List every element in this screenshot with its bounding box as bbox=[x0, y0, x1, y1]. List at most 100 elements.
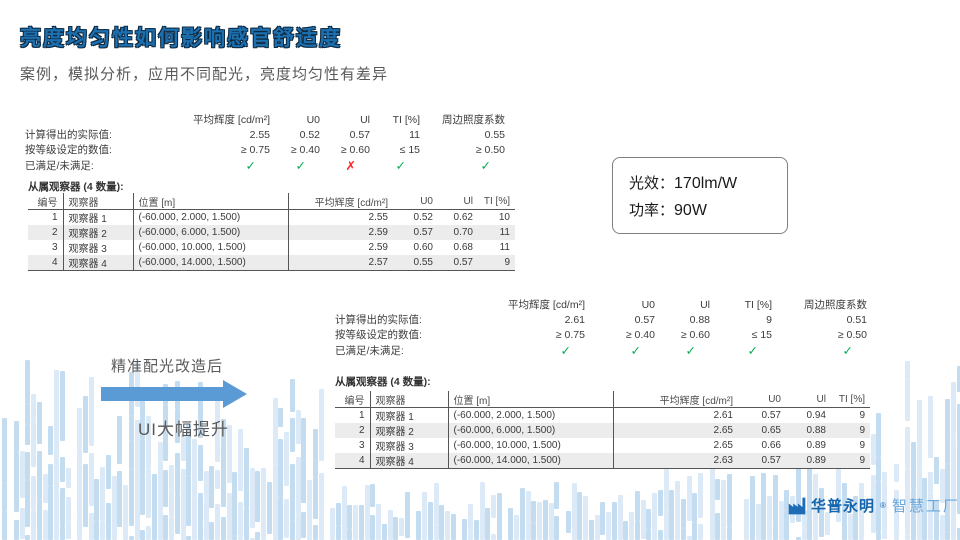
table-cell: 0.62 bbox=[453, 212, 473, 223]
summary-table-before: 平均辉度 [cd/m²] U0 Ul TI [%] 周边照度系数 计算得出的实际值: 2.5… bbox=[25, 112, 505, 173]
transition-note-top: 精准配光改造后 bbox=[111, 358, 224, 375]
table-cell: 2.55 bbox=[249, 128, 270, 141]
table-cell: 2 bbox=[28, 225, 64, 240]
table-cell: 观察器 2 bbox=[370, 423, 449, 438]
table-cell: ✓ bbox=[295, 158, 306, 173]
table-cell: 位置 [m] bbox=[133, 193, 289, 210]
table-cell: ✓ bbox=[842, 343, 853, 358]
table-cell: 9 bbox=[504, 257, 510, 268]
table-cell: 观察器 bbox=[370, 391, 449, 408]
table-cell: 0.66 bbox=[761, 440, 781, 451]
table-cell: 9 bbox=[859, 410, 865, 421]
table-cell bbox=[335, 297, 483, 312]
table-cell: 观察器 1 bbox=[370, 407, 449, 423]
table-cell: ≤ 15 bbox=[751, 328, 772, 341]
table-cell: 2.57 bbox=[368, 257, 388, 268]
table-cell: 0.55 bbox=[484, 128, 505, 141]
table-cell: ≥ 0.60 bbox=[340, 143, 370, 156]
table-cell: 0.52 bbox=[299, 128, 320, 141]
table-row: 3 观察器 3 (-60.000, 10.000, 1.500) 2.65 0.66 0.… bbox=[335, 438, 870, 453]
table-cell: 按等级设定的数值: bbox=[25, 144, 112, 156]
table-row: 4 观察器 4 (-60.000, 14.000, 1.500) 2.57 0.55 0.… bbox=[28, 255, 515, 271]
table-row: 1 观察器 1 (-60.000, 2.000, 1.500) 2.55 0.52 0.6… bbox=[28, 209, 515, 225]
table-cell: 2.61 bbox=[713, 410, 733, 421]
table-cell: 2.59 bbox=[368, 227, 388, 238]
table-cell: 观察器 3 bbox=[370, 438, 449, 453]
table-cell: (-60.000, 10.000, 1.500) bbox=[448, 438, 614, 453]
table-cell: 2.63 bbox=[713, 455, 733, 466]
table-cell: 10 bbox=[498, 212, 510, 223]
table-cell: U0 bbox=[641, 298, 655, 311]
table-cell: 0.94 bbox=[806, 410, 826, 421]
table-row: 2 观察器 2 (-60.000, 6.000, 1.500) 2.65 0.65 0.8… bbox=[335, 423, 870, 438]
table-cell: 0.57 bbox=[453, 257, 473, 268]
table-cell: ✓ bbox=[395, 158, 406, 173]
table-cell: U0 bbox=[393, 193, 438, 210]
table-cell: 平均辉度 [cd/m²] bbox=[288, 193, 393, 210]
table-cell: U0 bbox=[306, 113, 320, 126]
table-cell: 0.51 bbox=[846, 313, 867, 326]
table-cell: 编号 bbox=[335, 391, 371, 408]
table-cell: ✓ bbox=[630, 343, 641, 358]
observer-table-header: 编号 观察器 位置 [m] 平均辉度 [cd/m²] U0 Ul TI [%] bbox=[28, 193, 515, 210]
table-cell: 观察器 4 bbox=[370, 453, 449, 469]
table-cell: U0 bbox=[738, 391, 786, 408]
table-cell: 观察器 3 bbox=[63, 240, 134, 255]
table-cell: 9 bbox=[859, 425, 865, 436]
table-cell: ✓ bbox=[747, 343, 758, 358]
table-cell: 0.52 bbox=[413, 212, 433, 223]
table-cell: ≥ 0.50 bbox=[837, 328, 867, 341]
table-cell: ≥ 0.75 bbox=[555, 328, 585, 341]
table-cell: TI [%] bbox=[744, 298, 772, 311]
table-cell: ✗ bbox=[345, 158, 356, 173]
table-cell: 周边照度系数 bbox=[804, 299, 867, 311]
table-cell: 0.65 bbox=[761, 425, 781, 436]
table-cell: 位置 [m] bbox=[448, 391, 614, 408]
table-cell bbox=[25, 112, 175, 127]
table-row: 4 观察器 4 (-60.000, 14.000, 1.500) 2.63 0.57 0.… bbox=[335, 453, 870, 469]
table-cell: (-60.000, 2.000, 1.500) bbox=[133, 209, 289, 225]
table-cell: 0.57 bbox=[761, 455, 781, 466]
table-cell: ✓ bbox=[245, 158, 256, 173]
right-arrow-icon bbox=[101, 387, 223, 401]
table-cell: 编号 bbox=[28, 193, 64, 210]
factory-logo-icon bbox=[787, 496, 807, 516]
power-line: 功率：90W bbox=[629, 202, 707, 219]
table-cell: 观察器 bbox=[63, 193, 134, 210]
table-cell: 按等级设定的数值: bbox=[335, 329, 422, 341]
table-cell: 已满足/未满足: bbox=[335, 344, 404, 357]
observer-table-header: 编号 观察器 位置 [m] 平均辉度 [cd/m²] U0 Ul TI [%] bbox=[335, 391, 870, 408]
table-cell: ≥ 0.40 bbox=[290, 143, 320, 156]
table-cell: 计算得出的实际值: bbox=[25, 129, 112, 141]
table-cell: Ul bbox=[700, 298, 710, 311]
table-cell: 0.57 bbox=[761, 410, 781, 421]
table-cell: 2.55 bbox=[368, 212, 388, 223]
table-row: 3 观察器 3 (-60.000, 10.000, 1.500) 2.59 0.60 0.… bbox=[28, 240, 515, 255]
table-cell: 11 bbox=[499, 227, 510, 238]
table-cell: 9 bbox=[859, 440, 865, 451]
table-row: 平均辉度 [cd/m²] U0 Ul TI [%] 周边照度系数 bbox=[335, 297, 867, 312]
table-cell: 0.88 bbox=[689, 313, 710, 326]
table-cell: 11 bbox=[409, 128, 420, 141]
slide-title: 亮度均匀性如何影响感官舒适度 bbox=[20, 27, 342, 50]
table-cell: 平均辉度 [cd/m²] bbox=[507, 299, 585, 311]
table-cell: (-60.000, 6.000, 1.500) bbox=[133, 225, 289, 240]
table-cell: ✓ bbox=[480, 158, 491, 173]
table-cell: 2.65 bbox=[713, 440, 733, 451]
table-cell: 3 bbox=[28, 240, 64, 255]
table-row: 2 观察器 2 (-60.000, 6.000, 1.500) 2.59 0.57 0.7… bbox=[28, 225, 515, 240]
table-cell: 0.89 bbox=[806, 455, 826, 466]
table-cell: 2.59 bbox=[368, 242, 388, 253]
table-cell: TI [%] bbox=[478, 193, 515, 210]
table-cell: 1 bbox=[335, 407, 371, 423]
table-cell: 观察器 1 bbox=[63, 209, 134, 225]
table-cell: 0.57 bbox=[634, 313, 655, 326]
table-row: 1 观察器 1 (-60.000, 2.000, 1.500) 2.61 0.57 0.9… bbox=[335, 407, 870, 423]
table-row: 已满足/未满足: ✓ ✓ ✗ ✓ ✓ bbox=[25, 157, 505, 173]
table-cell: ≤ 15 bbox=[399, 143, 420, 156]
table-cell: 3 bbox=[335, 438, 371, 453]
table-row: 计算得出的实际值: 2.55 0.52 0.57 11 0.55 bbox=[25, 127, 505, 142]
slide-subtitle: 案例，模拟分析，应用不同配光，亮度均匀性有差异 bbox=[20, 66, 389, 83]
observer-section-title-before: 从属观察器 (4 数量): bbox=[28, 181, 124, 193]
table-row: 按等级设定的数值: ≥ 0.75 ≥ 0.40 ≥ 0.60 ≤ 15 ≥ 0.50 bbox=[335, 327, 867, 342]
